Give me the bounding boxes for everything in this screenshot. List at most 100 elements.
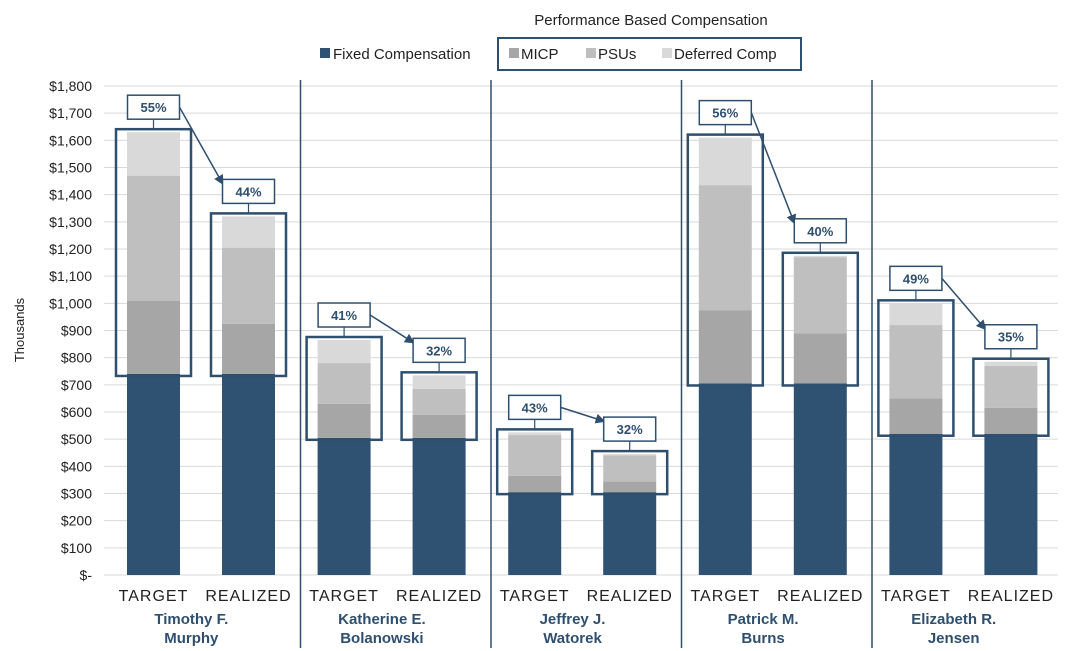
executive-name-line2: Watorek bbox=[543, 630, 602, 647]
percent-label-box bbox=[126, 94, 181, 120]
legend: Performance Based Compensation Fixed Comp… bbox=[320, 12, 802, 71]
percent-label: 43% bbox=[522, 400, 548, 415]
micp-segment bbox=[317, 403, 371, 438]
y-tick-label: $- bbox=[80, 567, 93, 583]
executive-name-line2: Bolanowski bbox=[340, 630, 423, 647]
executive-name-line2: Jensen bbox=[928, 630, 980, 647]
deferred-comp-segment bbox=[793, 255, 847, 258]
deferred-comp-segment bbox=[889, 303, 943, 326]
legend-label-micp: MICP bbox=[521, 46, 559, 63]
percent-labels: 55% 44% 41% 32% 43% 32% 56% 40% 49% 35% bbox=[126, 94, 1038, 452]
percent-label: 32% bbox=[617, 422, 643, 437]
percent-label-box bbox=[317, 302, 371, 328]
percent-label: 49% bbox=[903, 271, 929, 286]
legend-swatch-micp bbox=[509, 48, 519, 58]
y-tick-label: $1,400 bbox=[49, 187, 92, 203]
y-tick-label: $1,600 bbox=[49, 132, 92, 148]
legend-label-fixed: Fixed Compensation bbox=[333, 46, 471, 63]
deferred-comp-segment bbox=[984, 361, 1038, 366]
executive-name-line1: Patrick M. bbox=[728, 611, 799, 628]
percent-label: 32% bbox=[426, 343, 452, 358]
x-category-label: REALIZED bbox=[968, 588, 1054, 605]
psus-segment bbox=[317, 363, 371, 404]
micp-segment bbox=[603, 481, 657, 493]
psus-segment bbox=[412, 388, 466, 415]
psus-segment bbox=[127, 175, 180, 301]
y-tick-label: $400 bbox=[61, 458, 92, 474]
psus-segment bbox=[222, 247, 275, 324]
legend-label-deferred: Deferred Comp bbox=[674, 46, 777, 63]
percent-label-box bbox=[507, 394, 562, 421]
deferred-comp-segment bbox=[317, 340, 371, 364]
x-category-label: REALIZED bbox=[777, 588, 863, 605]
percent-label-box bbox=[698, 99, 753, 126]
micp-segment bbox=[222, 323, 275, 374]
y-tick-label: $700 bbox=[61, 377, 92, 393]
y-tick-label: $1,200 bbox=[49, 241, 92, 257]
arrows bbox=[178, 106, 987, 424]
change-arrow bbox=[941, 277, 987, 331]
executive-name-line1: Jeffrey J. bbox=[540, 611, 606, 628]
deferred-comp-segment bbox=[412, 375, 466, 389]
chart-title: Performance Based Compensation bbox=[534, 12, 767, 29]
y-tick-label: $900 bbox=[61, 323, 92, 339]
y-tick-label: $800 bbox=[61, 350, 92, 366]
fixed-comp-segment bbox=[698, 383, 752, 575]
legend-performance-box bbox=[497, 37, 802, 71]
y-tick-label: $100 bbox=[61, 540, 92, 556]
y-tick-label: $1,300 bbox=[49, 214, 92, 230]
psus-segment bbox=[984, 365, 1038, 408]
legend-label-psus: PSUs bbox=[598, 46, 636, 63]
percent-label: 40% bbox=[807, 224, 833, 239]
legend-swatch-deferred bbox=[662, 48, 672, 58]
percent-label: 44% bbox=[235, 184, 261, 199]
executive-name-line1: Elizabeth R. bbox=[911, 611, 996, 628]
psus-segment bbox=[889, 325, 943, 399]
bars bbox=[127, 132, 1038, 575]
y-tick-label: $200 bbox=[61, 513, 92, 529]
micp-segment bbox=[127, 300, 180, 374]
y-tick-label: $1,100 bbox=[49, 268, 92, 284]
percent-label-box bbox=[412, 337, 466, 364]
deferred-comp-segment bbox=[508, 432, 562, 436]
y-tick-label: $300 bbox=[61, 486, 92, 502]
percent-label: 55% bbox=[140, 100, 166, 115]
percent-label-box bbox=[889, 265, 943, 292]
micp-segment bbox=[984, 407, 1038, 434]
executive-name-line2: Murphy bbox=[164, 630, 219, 647]
percent-label: 56% bbox=[712, 106, 738, 121]
x-axis-categories: TARGET REALIZED Timothy F. Murphy TARGET REAL… bbox=[119, 588, 1054, 647]
executive-name-line2: Burns bbox=[741, 630, 784, 647]
percent-label-box bbox=[221, 178, 276, 205]
y-axis: $- $100 $200 $300 $400 $500 $600 $700 $800 $900 $1… bbox=[12, 78, 92, 583]
x-category-label: REALIZED bbox=[205, 588, 291, 605]
deferred-comp-segment bbox=[603, 454, 657, 456]
y-tick-label: $1,500 bbox=[49, 160, 92, 176]
fixed-comp-segment bbox=[412, 437, 466, 575]
change-arrow bbox=[560, 406, 606, 424]
y-tick-label: $500 bbox=[61, 431, 92, 447]
percent-label-box bbox=[793, 218, 848, 244]
fixed-comp-segment bbox=[603, 492, 657, 575]
x-category-label: TARGET bbox=[309, 588, 379, 605]
deferred-comp-segment bbox=[222, 216, 275, 248]
y-tick-label: $1,700 bbox=[49, 105, 92, 121]
micp-segment bbox=[793, 333, 847, 384]
y-tick-label: $600 bbox=[61, 404, 92, 420]
micp-segment bbox=[508, 475, 562, 493]
fixed-comp-segment bbox=[793, 383, 847, 575]
fixed-comp-segment bbox=[317, 437, 371, 575]
fixed-comp-segment bbox=[127, 373, 180, 575]
micp-segment bbox=[889, 398, 943, 434]
psus-segment bbox=[508, 435, 562, 476]
legend-swatch-fixed bbox=[320, 48, 330, 58]
x-category-label: REALIZED bbox=[587, 588, 673, 605]
change-arrow bbox=[750, 112, 797, 225]
y-axis-label: Thousands bbox=[12, 297, 27, 362]
y-tick-label: $1,800 bbox=[49, 78, 92, 94]
x-category-label: TARGET bbox=[119, 588, 189, 605]
executive-name-line1: Timothy F. bbox=[154, 611, 228, 628]
psus-segment bbox=[698, 185, 752, 311]
micp-segment bbox=[698, 310, 752, 384]
